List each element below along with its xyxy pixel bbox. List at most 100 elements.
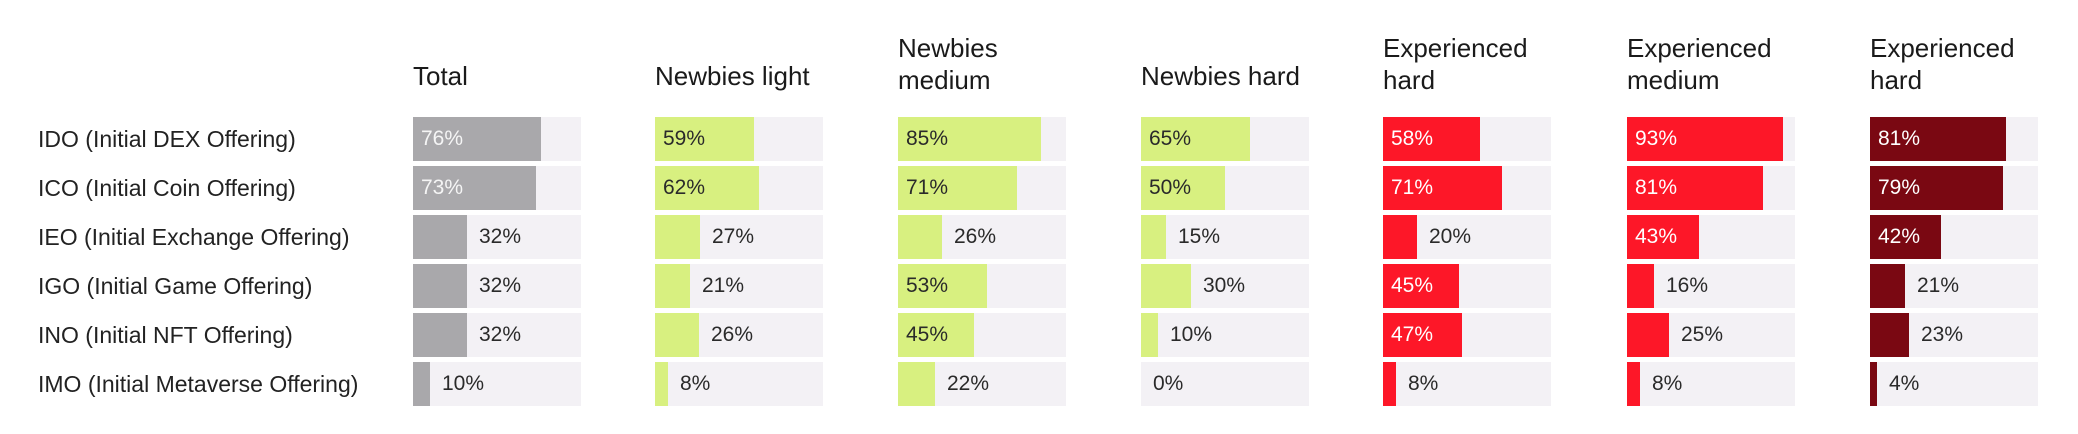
column-header: Newbies medium (898, 33, 998, 95)
bar (413, 215, 467, 259)
bar (1627, 117, 1783, 161)
bar (898, 166, 1017, 210)
data-label: 53% (906, 274, 949, 297)
data-label: 85% (906, 127, 949, 150)
data-label: 30% (1203, 274, 1246, 297)
bar-track: 76% (413, 117, 581, 161)
bar (1870, 117, 2006, 161)
bar (898, 117, 1041, 161)
data-label: 32% (479, 323, 522, 346)
data-label: 93% (1635, 127, 1678, 150)
bar (1627, 362, 1640, 406)
bar (413, 166, 536, 210)
bar (1383, 264, 1459, 308)
bar-track: 32% (413, 264, 581, 308)
bar (1627, 215, 1699, 259)
bar-track: 22% (898, 362, 1066, 406)
bar (1870, 166, 2003, 210)
bar-track: 59% (655, 117, 823, 161)
bar (655, 166, 759, 210)
data-label: 62% (663, 176, 706, 199)
data-label: 26% (711, 323, 754, 346)
data-label: 65% (1149, 127, 1192, 150)
data-label: 42% (1878, 225, 1921, 248)
bar (1141, 215, 1166, 259)
bar-track: 16% (1627, 264, 1795, 308)
row-label: ICO (Initial Coin Offering) (38, 175, 296, 201)
bar-track: 42% (1870, 215, 2038, 259)
bar (1141, 313, 1158, 357)
bar (898, 313, 974, 357)
bar-track: 73% (413, 166, 581, 210)
bar-track: 79% (1870, 166, 2038, 210)
column-header: Newbies light (655, 61, 810, 91)
data-label: 20% (1429, 225, 1472, 248)
row-label: IDO (Initial DEX Offering) (38, 126, 296, 152)
data-label: 21% (702, 274, 745, 297)
column-header: Experienced hard (1870, 33, 2015, 95)
bar (1627, 264, 1654, 308)
data-label: 8% (1408, 372, 1439, 395)
bar (655, 362, 668, 406)
bar (1870, 362, 1877, 406)
data-label: 21% (1917, 274, 1960, 297)
data-label: 10% (442, 372, 485, 395)
bar (1141, 166, 1225, 210)
bar-track: 81% (1627, 166, 1795, 210)
bar-track: 0% (1141, 362, 1309, 406)
bar-track: 30% (1141, 264, 1309, 308)
data-label: 8% (680, 372, 711, 395)
row-label: IGO (Initial Game Offering) (38, 273, 313, 299)
bar (898, 215, 942, 259)
bar-track: 71% (898, 166, 1066, 210)
column-header: Experienced medium (1627, 33, 1772, 95)
bar-track: 45% (1383, 264, 1551, 308)
bar (655, 313, 699, 357)
column-header: Experienced hard (1383, 33, 1528, 95)
bar (1627, 166, 1763, 210)
bar (898, 362, 935, 406)
bar (1383, 313, 1462, 357)
bar-track: 10% (1141, 313, 1309, 357)
bar (1141, 264, 1191, 308)
bar (655, 117, 754, 161)
data-label: 58% (1391, 127, 1434, 150)
bar-track: 45% (898, 313, 1066, 357)
bar-track: 32% (413, 313, 581, 357)
data-label: 47% (1391, 323, 1434, 346)
bar (413, 264, 467, 308)
row-label: IMO (Initial Metaverse Offering) (38, 371, 359, 397)
bar (413, 117, 541, 161)
bar-track: 8% (1383, 362, 1551, 406)
data-label: 32% (479, 274, 522, 297)
bar-track: 27% (655, 215, 823, 259)
bar-track: 47% (1383, 313, 1551, 357)
data-label: 79% (1878, 176, 1921, 199)
data-label: 71% (906, 176, 949, 199)
bar (1870, 215, 1941, 259)
data-label: 76% (421, 127, 464, 150)
bar-track: 50% (1141, 166, 1309, 210)
data-label: 45% (906, 323, 949, 346)
bar-track: 85% (898, 117, 1066, 161)
bar-track: 21% (1870, 264, 2038, 308)
bar-track: 25% (1627, 313, 1795, 357)
bar-track: 4% (1870, 362, 2038, 406)
bar (1383, 117, 1480, 161)
bar-track: 71% (1383, 166, 1551, 210)
row-label: INO (Initial NFT Offering) (38, 322, 293, 348)
data-label: 0% (1153, 372, 1184, 395)
bar-track: 15% (1141, 215, 1309, 259)
bar (1383, 362, 1396, 406)
data-label: 73% (421, 176, 464, 199)
data-label: 15% (1178, 225, 1221, 248)
bar (1627, 313, 1669, 357)
bar (413, 362, 430, 406)
bar (655, 264, 690, 308)
bar (655, 215, 700, 259)
bar-track: 62% (655, 166, 823, 210)
data-label: 81% (1635, 176, 1678, 199)
column-header: Newbies hard (1141, 61, 1300, 91)
bar-track: 32% (413, 215, 581, 259)
data-label: 16% (1666, 274, 1709, 297)
